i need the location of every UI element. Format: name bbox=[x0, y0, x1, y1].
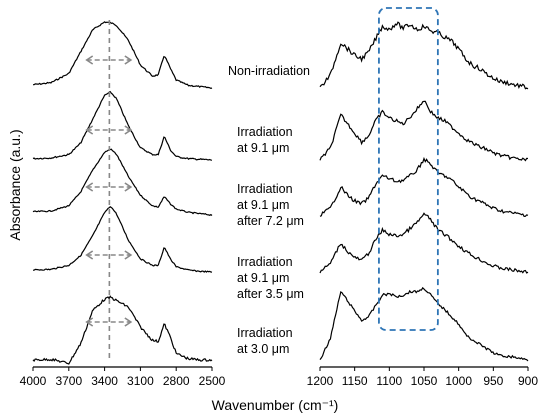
arrow-head-right bbox=[124, 182, 133, 192]
spectrum-line bbox=[319, 100, 529, 162]
series-label: Non-irradiation bbox=[228, 64, 310, 78]
x-tick-label: 1000 bbox=[445, 374, 472, 388]
arrow-head-left bbox=[85, 125, 94, 135]
spectrum-line bbox=[32, 148, 213, 216]
spectrum-line bbox=[319, 21, 529, 90]
x-axis-label: Wavenumber (cm⁻¹) bbox=[212, 397, 339, 413]
arrow-head-right bbox=[124, 125, 133, 135]
x-tick-label: 2800 bbox=[163, 374, 190, 388]
series-label-line: at 3.0 μm bbox=[237, 342, 289, 356]
series-label-line: after 7.2 μm bbox=[237, 214, 304, 228]
right-panel: 1200 1150 1100 1050 1000 950 900 bbox=[307, 7, 538, 388]
x-tick-label: 3100 bbox=[127, 374, 154, 388]
x-tick-label: 1050 bbox=[411, 374, 438, 388]
series-label-line: at 9.1 μm bbox=[237, 198, 289, 212]
series-label: Irradiation at 9.1 μm after 3.5 μm bbox=[237, 255, 304, 301]
arrow-head-right bbox=[124, 55, 133, 65]
x-tick-label: 4000 bbox=[20, 374, 47, 388]
series-label-line: Irradiation bbox=[237, 255, 293, 269]
highlight-region-box bbox=[378, 7, 439, 331]
spectrum-line bbox=[32, 295, 213, 365]
arrow-head-right bbox=[124, 250, 133, 260]
x-tick-label: 3700 bbox=[55, 374, 82, 388]
spectrum-line bbox=[319, 212, 529, 274]
series-label-line: Irradiation bbox=[237, 125, 293, 139]
series-label: Irradiation at 3.0 μm bbox=[237, 326, 293, 356]
x-tick-label: 1150 bbox=[342, 374, 368, 388]
x-tick-label: 900 bbox=[518, 374, 538, 388]
left-panel: 4000 3700 3400 3100 2800 2500 bbox=[20, 20, 226, 388]
arrow-head-left bbox=[85, 250, 94, 260]
spectrum-line bbox=[33, 21, 213, 90]
x-tick-label: 2500 bbox=[199, 374, 226, 388]
arrow-head-left bbox=[85, 182, 94, 192]
series-label-line: at 9.1 μm bbox=[237, 141, 289, 155]
y-axis-label: Absorbance (a.u.) bbox=[7, 129, 23, 240]
arrow-head-left bbox=[85, 317, 94, 327]
spectrum-line bbox=[319, 286, 529, 362]
arrow-head-right bbox=[124, 317, 133, 327]
series-label: Irradiation at 9.1 μm bbox=[237, 125, 293, 155]
series-label-line: Irradiation bbox=[237, 182, 293, 196]
series-label-line: Irradiation bbox=[237, 326, 293, 340]
series-label-line: at 9.1 μm bbox=[237, 271, 289, 285]
spectrum-line bbox=[319, 156, 529, 218]
series-label: Irradiation at 9.1 μm after 7.2 μm bbox=[237, 182, 304, 228]
x-tick-label: 1100 bbox=[376, 374, 402, 388]
spectrum-line bbox=[32, 90, 213, 161]
x-tick-label: 3400 bbox=[91, 374, 118, 388]
x-tick-label: 950 bbox=[483, 374, 503, 388]
x-tick-label: 1200 bbox=[307, 374, 334, 388]
series-label-line: Non-irradiation bbox=[228, 64, 310, 78]
spectrum-line bbox=[33, 206, 213, 273]
series-label-line: after 3.5 μm bbox=[237, 287, 304, 301]
arrow-head-left bbox=[85, 55, 94, 65]
